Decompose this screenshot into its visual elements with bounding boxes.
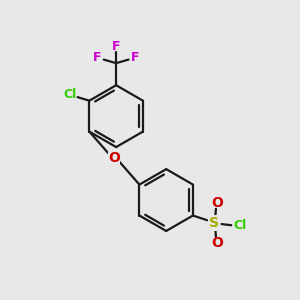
Text: Cl: Cl (233, 219, 247, 232)
Text: S: S (209, 216, 219, 230)
Text: O: O (211, 196, 223, 210)
Text: F: F (93, 51, 101, 64)
Text: F: F (112, 40, 120, 52)
Text: F: F (131, 51, 140, 64)
Text: O: O (109, 151, 120, 165)
Text: O: O (211, 236, 223, 250)
Text: Cl: Cl (64, 88, 77, 101)
